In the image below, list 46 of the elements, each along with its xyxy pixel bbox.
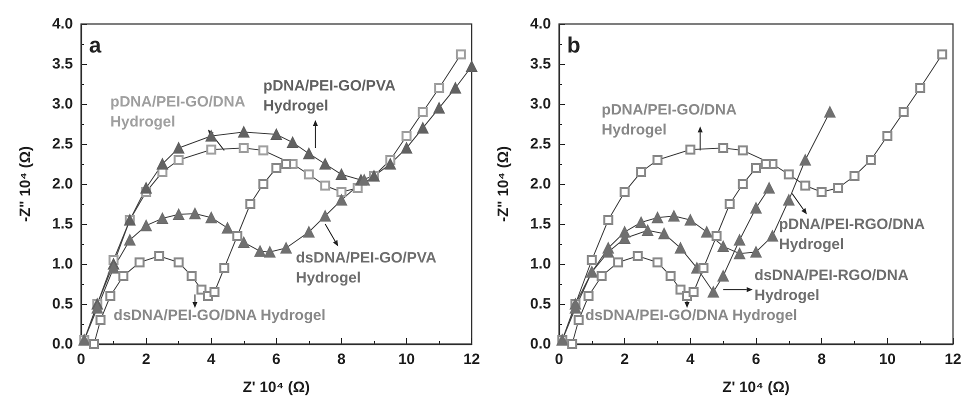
series-label: pDNA/PEI-GO/DNA Hydrogel: [110, 94, 249, 130]
y-tick-label: 0.5: [530, 296, 551, 312]
series-label: pDNA/PEI-GO/PVA Hydrogel: [263, 78, 400, 114]
x-tick-label: 6: [272, 351, 280, 368]
y-tick-label: 3.5: [530, 56, 551, 72]
x-tick-label: 8: [337, 351, 346, 368]
y-tick-label: 1.5: [52, 216, 73, 232]
y-tick-label: 2.5: [52, 136, 73, 152]
y-tick-label: 1.5: [530, 216, 551, 232]
y-tick-label: 0.5: [52, 296, 73, 312]
x-tick-label: 12: [463, 351, 480, 368]
y-axis-title: -Z" 10⁴ (Ω): [17, 146, 34, 222]
y-tick-label: 2.0: [52, 176, 73, 192]
y-tick-label: 2.0: [530, 176, 551, 192]
y-tick-label: 4.0: [530, 16, 551, 32]
x-tick-label: 4: [686, 351, 696, 368]
y-tick-label: 1.0: [530, 256, 551, 272]
x-tick-label: 0: [76, 351, 86, 368]
x-tick-label: 10: [398, 351, 415, 368]
x-tick-label: 4: [207, 351, 216, 368]
x-tick-label: 0: [554, 351, 564, 368]
annotation: b: [567, 32, 580, 58]
series-label: dsDNA/PEI-GO/DNA Hydrogel: [114, 307, 326, 324]
x-tick-label: 2: [620, 351, 629, 368]
x-tick-label: 2: [142, 351, 150, 368]
series-label: pDNA/PEI-GO/DNA Hydrogel: [602, 102, 740, 138]
x-axis-title: Z' 10⁴ (Ω): [242, 379, 310, 396]
series-label: dsDNA/PEI-GO/PVA Hydrogel: [296, 250, 440, 286]
y-axis-title: -Z" 10⁴ (Ω): [495, 146, 512, 222]
x-tick-label: 6: [752, 351, 760, 368]
y-tick-label: 0.0: [52, 336, 73, 352]
y-tick-label: 3.0: [52, 96, 73, 112]
annotation: a: [89, 32, 102, 58]
y-tick-label: 4.0: [52, 16, 73, 32]
x-tick-label: 10: [878, 351, 896, 368]
y-tick-label: 1.0: [52, 256, 73, 272]
series-label: dsDNA/PEI-RGO/DNA Hydrogel: [754, 267, 912, 304]
y-tick-label: 3.5: [52, 56, 73, 72]
x-tick-label: 12: [944, 351, 962, 368]
series-label: pDNA/PEI-RGO/DNA Hydrogel: [778, 216, 928, 253]
y-tick-label: 2.5: [530, 136, 551, 152]
x-axis-title: Z' 10⁴ (Ω): [722, 379, 790, 396]
series-label: dsDNA/PEI-GO/DNA Hydrogel: [585, 307, 798, 324]
y-tick-label: 0.0: [530, 336, 551, 352]
x-tick-label: 8: [817, 351, 826, 368]
y-tick-label: 3.0: [530, 96, 551, 112]
